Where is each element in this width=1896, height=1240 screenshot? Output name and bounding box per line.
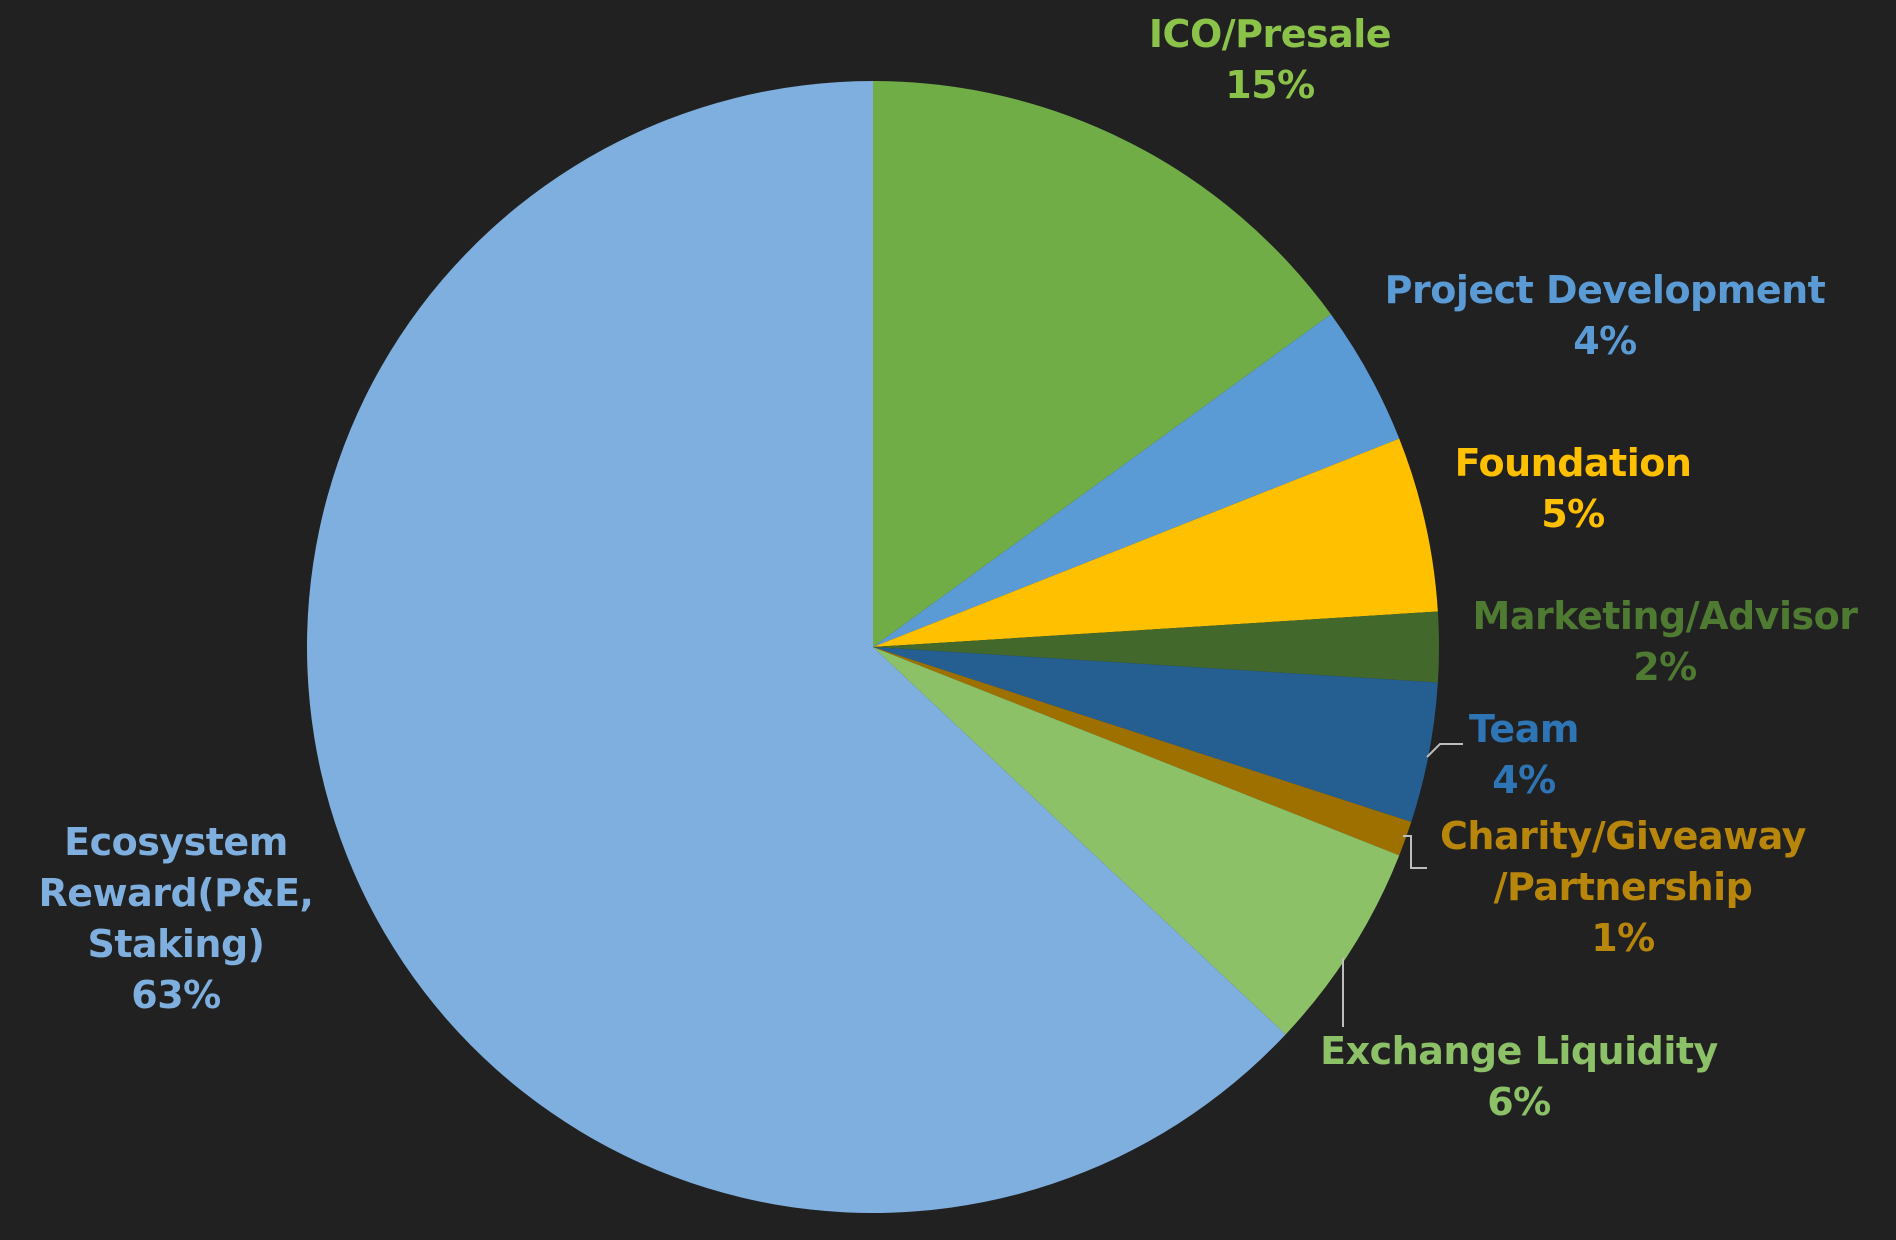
pie-slice-marketing-advisor (873, 611, 1439, 683)
slice-category-label: /Partnership (1494, 865, 1753, 909)
pie-slice-foundation (873, 438, 1438, 647)
slice-label-ecosystem-reward-p-e-staking: Ecosystem Reward(P&E, Staking) 63% (39, 820, 314, 1017)
slice-value-label: 6% (1487, 1080, 1551, 1124)
slice-category-label: Staking) (87, 922, 264, 966)
slice-label-ico-presale: ICO/Presale 15% (1149, 12, 1391, 107)
slice-label-charity-giveaway-partnership: Charity/Giveaway/Partnership 1% (1440, 814, 1807, 960)
slice-labels: ICO/Presale 15% Project Development 4% Found… (39, 12, 1859, 1124)
slice-category-label: Reward(P&E, (39, 871, 314, 915)
pie-slices (307, 81, 1439, 1213)
slice-value-label: 5% (1541, 492, 1605, 536)
slice-category-label: Ecosystem (64, 820, 288, 864)
pie-slice-ico-presale (873, 81, 1331, 647)
slice-label-foundation: Foundation 5% (1455, 441, 1692, 536)
pie-slice-team (873, 647, 1438, 822)
slice-value-label: 2% (1633, 645, 1697, 689)
slice-value-label: 15% (1225, 63, 1314, 107)
slice-value-label: 1% (1591, 916, 1655, 960)
pie-slice-project-development (873, 314, 1400, 647)
leader-lines (1342, 743, 1463, 1027)
slice-category-label: Marketing/Advisor (1473, 594, 1859, 638)
slice-label-project-development: Project Development 4% (1385, 268, 1826, 363)
slice-category-label: Foundation (1455, 441, 1692, 485)
slice-category-label: Exchange Liquidity (1320, 1029, 1718, 1073)
pie-slice-exchange-liquidity (873, 647, 1400, 1035)
slice-value-label: 63% (131, 973, 220, 1017)
leader-line-charity-giveaway-partnership (1403, 835, 1427, 869)
slice-value-label: 4% (1492, 758, 1556, 802)
slice-label-marketing-advisor: Marketing/Advisor 2% (1473, 594, 1859, 689)
slice-label-team: Team 4% (1469, 707, 1579, 802)
pie-slice-ecosystem-reward-p-e-staking (307, 81, 1286, 1213)
slice-category-label: ICO/Presale (1149, 12, 1391, 56)
pie-slice-charity-giveaway-partnership (873, 647, 1412, 856)
slice-value-label: 4% (1573, 319, 1637, 363)
slice-category-label: Team (1469, 707, 1579, 751)
slice-category-label: Project Development (1385, 268, 1826, 312)
leader-line-team (1426, 743, 1463, 758)
slice-label-exchange-liquidity: Exchange Liquidity 6% (1320, 1029, 1718, 1124)
slice-category-label: Charity/Giveaway (1440, 814, 1807, 858)
